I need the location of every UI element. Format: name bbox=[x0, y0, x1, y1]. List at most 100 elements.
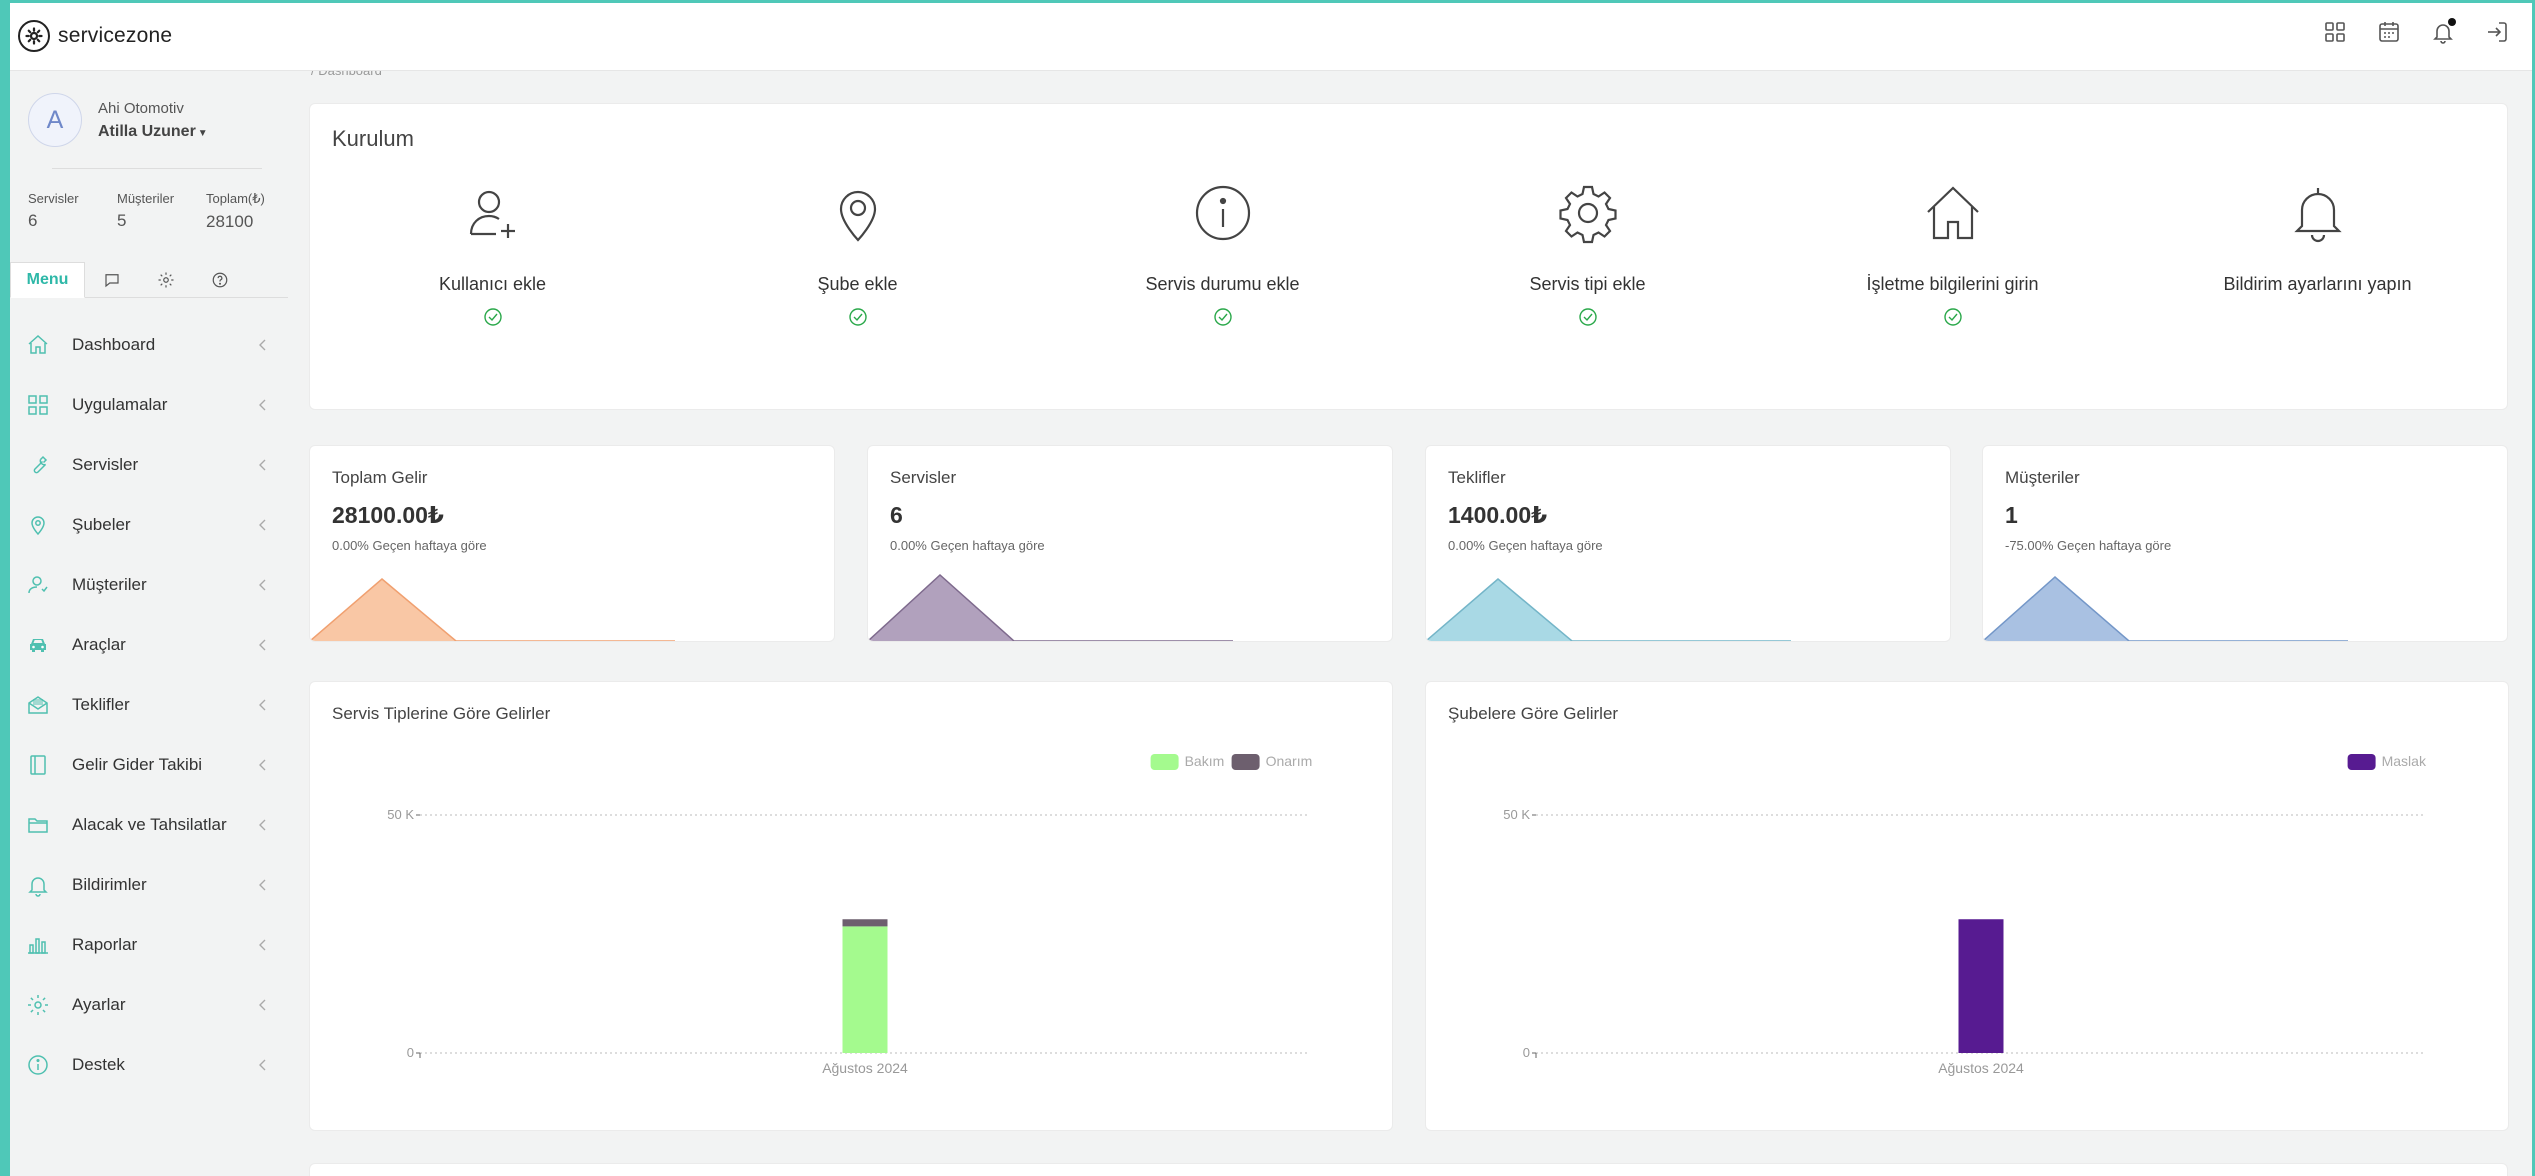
bar-chart-icon bbox=[26, 933, 50, 957]
divider bbox=[52, 168, 262, 169]
kpi-card-revenue: Toplam Gelir 28100.00₺ 0.00% Geçen hafta… bbox=[309, 445, 835, 642]
sidebar-item-services[interactable]: Servisler bbox=[10, 435, 288, 495]
setup-label: İşletme bilgilerini girin bbox=[1866, 274, 2039, 294]
kpi-value: 1400.00₺ bbox=[1448, 502, 1548, 528]
chevron-left-icon bbox=[259, 699, 266, 711]
stat-label: Müşteriler bbox=[117, 191, 175, 206]
logo[interactable]: servicezone bbox=[18, 20, 172, 52]
setup-item-add-service-status[interactable]: Servis durumu ekle bbox=[1040, 182, 1405, 327]
chart-title: Şubelere Göre Gelirler bbox=[1448, 704, 1619, 723]
home-icon bbox=[1922, 182, 1984, 244]
sidebar-item-support[interactable]: Destek bbox=[10, 1035, 288, 1095]
sidebar-item-branches[interactable]: Şubeler bbox=[10, 495, 288, 555]
sidebar: A Ahi Otomotiv Atilla Uzuner ▼ Servisler … bbox=[10, 71, 288, 1176]
user-plus-icon bbox=[462, 182, 524, 244]
apps-grid-icon[interactable] bbox=[2323, 20, 2347, 44]
chevron-left-icon bbox=[259, 339, 266, 351]
tab-menu[interactable]: Menu bbox=[10, 262, 85, 298]
setup-title: Kurulum bbox=[332, 126, 414, 151]
sidebar-item-dashboard[interactable]: Dashboard bbox=[10, 315, 288, 375]
sidebar-item-receivables[interactable]: Alacak ve Tahsilatlar bbox=[10, 795, 288, 855]
stat-total: Toplam(₺) 28100 bbox=[206, 191, 295, 232]
gear-icon bbox=[158, 272, 174, 288]
calendar-icon[interactable] bbox=[2377, 20, 2401, 44]
caret-down-icon: ▼ bbox=[197, 127, 208, 139]
sidebar-item-income-expense[interactable]: Gelir Gider Takibi bbox=[10, 735, 288, 795]
bell-icon bbox=[26, 873, 50, 897]
sidebar-item-vehicles[interactable]: Araçlar bbox=[10, 615, 288, 675]
menu-label: Ayarlar bbox=[72, 995, 126, 1014]
setup-item-add-branch[interactable]: Şube ekle bbox=[675, 182, 1040, 327]
kpi-card-offers: Teklifler 1400.00₺ 0.00% Geçen haftaya g… bbox=[1425, 445, 1951, 642]
menu-label: Gelir Gider Takibi bbox=[72, 755, 203, 774]
stat-label: Servisler bbox=[28, 191, 79, 206]
kpi-sparkline bbox=[310, 578, 675, 641]
chevron-left-icon bbox=[259, 399, 266, 411]
menu-label: Bildirimler bbox=[72, 875, 147, 894]
sidebar-item-customers[interactable]: Müşteriler bbox=[10, 555, 288, 615]
setup-item-add-user[interactable]: Kullanıcı ekle bbox=[310, 182, 675, 327]
menu-label: Destek bbox=[72, 1055, 125, 1074]
chart-branches[interactable]: 0 50 K Ağustos 2024 Maslak bbox=[1426, 682, 2510, 1132]
apps-grid-icon bbox=[26, 393, 50, 417]
chevron-left-icon bbox=[259, 939, 266, 951]
y-tick-label: 50 K bbox=[387, 807, 414, 822]
menu-label: Araçlar bbox=[72, 635, 126, 654]
kpi-sparkline bbox=[868, 573, 1233, 641]
map-pin-icon bbox=[827, 182, 889, 244]
car-icon bbox=[26, 633, 50, 657]
tab-help[interactable] bbox=[193, 262, 247, 298]
user-name-dropdown[interactable]: Atilla Uzuner ▼ bbox=[98, 123, 208, 141]
setup-item-notification-settings[interactable]: Bildirim ayarlarını yapın bbox=[2135, 182, 2500, 327]
legend-label: Bakım bbox=[1185, 753, 1225, 769]
setup-item-business-info[interactable]: İşletme bilgilerini girin bbox=[1770, 182, 2135, 327]
bar-maslak bbox=[1958, 919, 2004, 1053]
logo-gear-icon bbox=[18, 20, 50, 52]
sidebar-item-settings[interactable]: Ayarlar bbox=[10, 975, 288, 1035]
user-name: Atilla Uzuner bbox=[98, 122, 196, 140]
sidebar-item-reports[interactable]: Raporlar bbox=[10, 915, 288, 975]
chart-card-service-types: Servis Tiplerine Göre Gelirler 0 50 K Ağus… bbox=[309, 681, 1393, 1131]
chart-service-types[interactable]: 0 50 K Ağustos 2024 Onarım Bakım bbox=[310, 682, 1394, 1132]
check-circle-icon bbox=[848, 307, 868, 327]
menu-label: Teklifler bbox=[72, 695, 130, 714]
setup-label: Servis tipi ekle bbox=[1529, 274, 1646, 294]
chevron-left-icon bbox=[259, 879, 266, 891]
notification-dot bbox=[2448, 18, 2456, 26]
kpi-value: 1 bbox=[2005, 502, 2018, 528]
tab-chat[interactable] bbox=[85, 262, 139, 298]
gear-icon bbox=[26, 993, 50, 1017]
legend-label: Onarım bbox=[1266, 753, 1313, 769]
setup-item-add-service-type[interactable]: Servis tipi ekle bbox=[1405, 182, 1770, 327]
menu-label: Alacak ve Tahsilatlar bbox=[72, 815, 227, 834]
kpi-value: 28100.00₺ bbox=[332, 502, 444, 528]
chevron-left-icon bbox=[259, 579, 266, 591]
menu-label: Dashboard bbox=[72, 335, 156, 354]
legend-swatch bbox=[1150, 754, 1179, 770]
stat-services: Servisler 6 bbox=[28, 191, 117, 232]
sidebar-item-offers[interactable]: Teklifler bbox=[10, 675, 288, 735]
chevron-left-icon bbox=[259, 459, 266, 471]
kpi-card-services: Servisler 6 0.00% Geçen haftaya göre bbox=[867, 445, 1393, 642]
y-tick-label: 0 bbox=[407, 1045, 414, 1060]
y-tick-label: 50 K bbox=[1503, 807, 1530, 822]
avatar: A bbox=[28, 93, 82, 147]
user-profile[interactable]: A Ahi Otomotiv Atilla Uzuner ▼ bbox=[28, 93, 208, 147]
bell-icon[interactable] bbox=[2431, 18, 2456, 44]
bottom-card bbox=[309, 1163, 2508, 1176]
kpi-change: 0.00% Geçen haftaya göre bbox=[890, 538, 1045, 553]
chevron-left-icon bbox=[259, 639, 266, 651]
check-circle-icon bbox=[1943, 307, 1963, 327]
sidebar-item-notifications[interactable]: Bildirimler bbox=[10, 855, 288, 915]
chevron-left-icon bbox=[259, 519, 266, 531]
sidebar-item-apps[interactable]: Uygulamalar bbox=[10, 375, 288, 435]
logout-icon[interactable] bbox=[2485, 20, 2509, 44]
y-tick-label: 0 bbox=[1523, 1045, 1530, 1060]
info-icon bbox=[26, 1053, 50, 1077]
setup-label: Kullanıcı ekle bbox=[438, 274, 547, 294]
bar-onarım bbox=[842, 919, 888, 927]
home-icon bbox=[26, 333, 50, 357]
menu-label: Uygulamalar bbox=[72, 395, 168, 414]
tab-settings[interactable] bbox=[139, 262, 193, 298]
sidebar-menu: Dashboard Uygulamalar Servisler Şubeler … bbox=[10, 315, 288, 1095]
